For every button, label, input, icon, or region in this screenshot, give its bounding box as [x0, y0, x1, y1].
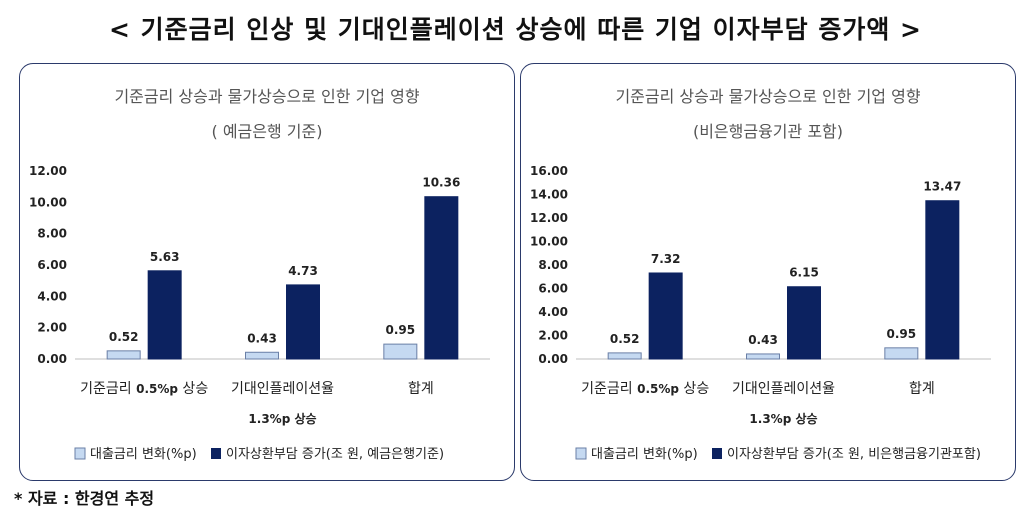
y-tick-label: 14.00 [530, 188, 568, 202]
category-label-main: 합계 [408, 381, 434, 397]
legend-swatch-series1 [575, 447, 587, 460]
data-label: 13.47 [923, 180, 961, 194]
y-tick-label: 12.00 [530, 211, 568, 225]
bar-series2-1 [286, 284, 320, 360]
y-tick-label: 10.00 [29, 195, 67, 209]
data-label: 4.73 [288, 264, 318, 278]
legend-label-series1: 대출금리 변화(%p) [90, 447, 197, 462]
y-tick-label: 8.00 [37, 227, 67, 241]
bar-series1-2 [383, 343, 418, 360]
legend-swatch-series1 [74, 447, 86, 460]
bar-series2-2 [424, 196, 459, 360]
category-label-value: 0.5%p [637, 382, 679, 396]
y-tick-label: 16.00 [530, 164, 568, 178]
data-label: 0.95 [887, 327, 917, 341]
data-label: 0.43 [748, 333, 778, 347]
category-label: 기준금리 0.5%p 상승 [80, 381, 208, 397]
bar-chart-left: 기준금리 상승과 물가상승으로 인한 기업 영향 ( 예금은행 기준) 0.00 2.… [29, 87, 490, 462]
legend-label-series2: 이자상환부담 증가(조 원, 예금은행기준) [226, 446, 444, 462]
y-tick-label: 8.00 [538, 258, 568, 272]
data-label: 0.43 [247, 331, 277, 345]
category-label-tail: 상승 [178, 381, 208, 397]
chart-title: 기준금리 상승과 물가상승으로 인한 기업 영향 [615, 87, 920, 106]
data-label: 0.95 [386, 323, 416, 337]
chart-subtitle: (비은행금융기관 포함) [693, 122, 843, 141]
category-label: 합계 [408, 381, 434, 397]
chart-subtitle: ( 예금은행 기준) [212, 122, 323, 141]
y-tick-label: 4.00 [538, 305, 568, 319]
bar-series2-0 [147, 270, 182, 360]
data-label: 10.36 [422, 176, 460, 190]
y-tick-label: 12.00 [29, 164, 67, 178]
y-tick-label: 4.00 [37, 289, 67, 303]
bar-series1-0 [607, 352, 642, 360]
y-tick-label: 0.00 [538, 352, 568, 366]
bar-series1-2 [884, 347, 919, 360]
bar-series1-1 [746, 353, 780, 360]
chart-title: 기준금리 상승과 물가상승으로 인한 기업 영향 [114, 87, 419, 106]
category-label: 기대인플레이션율 [231, 381, 334, 397]
category-label: 합계 [909, 381, 935, 397]
y-tick-label: 0.00 [37, 352, 67, 366]
bar-chart-right: 기준금리 상승과 물가상승으로 인한 기업 영향 (비은행금융기관 포함) 0.00… [530, 87, 991, 462]
category-label-main: 기대인플레이션율 [732, 381, 835, 397]
data-label: 0.52 [109, 330, 139, 344]
legend-label-series2: 이자상환부담 증가(조 원, 비은행금융기관포함) [727, 446, 981, 462]
chart-panel-left: 기준금리 상승과 물가상승으로 인한 기업 영향 ( 예금은행 기준) 0.00 2.… [19, 63, 515, 481]
data-label: 5.63 [150, 250, 180, 264]
y-tick-label: 6.00 [538, 282, 568, 296]
main-title: < 기준금리 인상 및 기대인플레이션 상승에 따른 기업 이자부담 증가액 > [109, 15, 922, 44]
bar-series2-0 [648, 272, 683, 360]
data-label: 7.32 [651, 252, 681, 266]
category-label-tail: 상승 [679, 381, 709, 397]
data-label: 6.15 [789, 266, 819, 280]
legend-swatch-series2 [211, 448, 221, 459]
data-label: 0.52 [610, 332, 640, 346]
y-tick-label: 6.00 [37, 258, 67, 272]
y-tick-label: 2.00 [37, 321, 67, 335]
category-label-main: 기준금리 [80, 381, 136, 397]
bar-series2-2 [925, 200, 960, 360]
category-label-value: 0.5%p [136, 382, 178, 396]
category-label-main: 기준금리 [581, 381, 637, 397]
bar-series1-0 [106, 350, 141, 360]
y-tick-label: 10.00 [530, 235, 568, 249]
legend-label-series1: 대출금리 변화(%p) [591, 447, 698, 462]
source-note: * 자료 : 한경연 추정 [14, 489, 155, 508]
category-label: 기준금리 0.5%p 상승 [581, 381, 709, 397]
category-sublabel: 1.3%p 상승 [248, 411, 316, 426]
category-sublabel: 1.3%p 상승 [749, 411, 817, 426]
bar-series2-1 [787, 286, 821, 360]
y-tick-label: 2.00 [538, 329, 568, 343]
category-label-main: 기대인플레이션율 [231, 381, 334, 397]
chart-panel-right: 기준금리 상승과 물가상승으로 인한 기업 영향 (비은행금융기관 포함) 0.00… [520, 63, 1016, 481]
legend-swatch-series2 [712, 448, 722, 459]
category-label-main: 합계 [909, 381, 935, 397]
category-label: 기대인플레이션율 [732, 381, 835, 397]
bar-series1-1 [245, 351, 279, 360]
